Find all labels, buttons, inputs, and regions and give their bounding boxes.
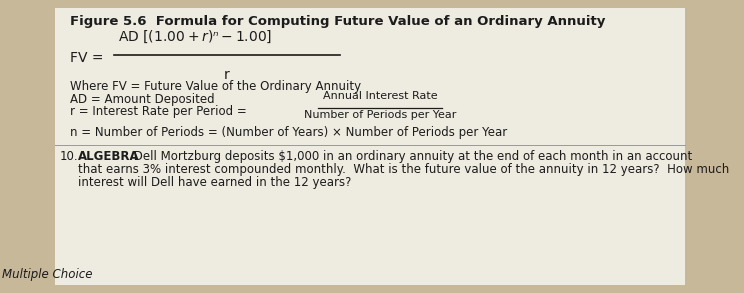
Text: AD = Amount Deposited: AD = Amount Deposited — [70, 93, 214, 106]
Text: r = Interest Rate per Period =: r = Interest Rate per Period = — [70, 105, 251, 118]
Text: that earns 3% interest compounded monthly.  What is the future value of the annu: that earns 3% interest compounded monthl… — [78, 163, 729, 176]
Text: FV =: FV = — [70, 51, 103, 65]
Text: ALGEBRA: ALGEBRA — [78, 150, 140, 163]
Text: 10.: 10. — [60, 150, 79, 163]
Text: AD [($1.00 + r)ⁿ−$1.00]: AD [($1.00 + r)ⁿ−$1.00] — [118, 29, 272, 45]
Text: interest will Dell have earned in the 12 years?: interest will Dell have earned in the 12… — [78, 176, 351, 189]
Text: Multiple Choice: Multiple Choice — [2, 268, 92, 281]
Text: r: r — [224, 68, 230, 82]
Text: n = Number of Periods = (Number of Years) × Number of Periods per Year: n = Number of Periods = (Number of Years… — [70, 126, 507, 139]
Text: Figure 5.6  Formula for Computing Future Value of an Ordinary Annuity: Figure 5.6 Formula for Computing Future … — [70, 15, 606, 28]
Text: Dell Mortzburg deposits $1,000 in an ordinary annuity at the end of each month i: Dell Mortzburg deposits $1,000 in an ord… — [130, 150, 692, 163]
Text: Where FV = Future Value of the Ordinary Annuity: Where FV = Future Value of the Ordinary … — [70, 80, 361, 93]
Text: Annual Interest Rate: Annual Interest Rate — [323, 91, 437, 101]
FancyBboxPatch shape — [55, 8, 685, 285]
Text: Number of Periods per Year: Number of Periods per Year — [304, 110, 456, 120]
